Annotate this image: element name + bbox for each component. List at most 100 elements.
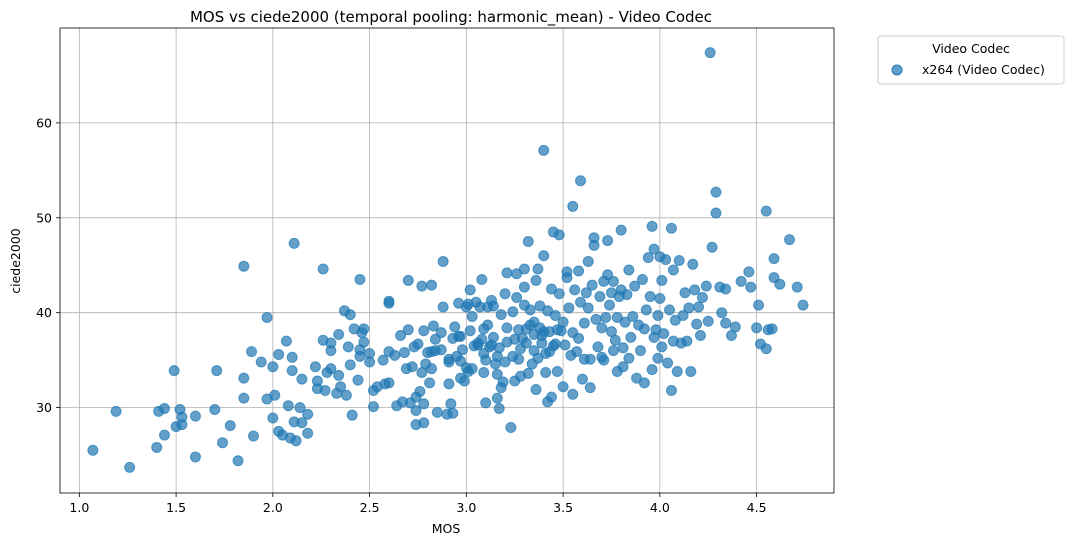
data-point [766, 323, 778, 335]
data-point [482, 319, 494, 331]
data-point [567, 388, 579, 400]
data-points [87, 47, 809, 473]
x-tick-label: 1.5 [166, 500, 186, 515]
data-point [607, 275, 619, 287]
data-point [418, 417, 430, 429]
data-point [158, 403, 170, 415]
data-point [364, 356, 376, 368]
data-point [456, 344, 468, 356]
data-point [625, 331, 637, 343]
data-point [426, 279, 438, 291]
data-point [346, 409, 358, 421]
data-point [656, 341, 668, 353]
data-point [658, 328, 670, 340]
data-point [238, 372, 250, 384]
data-point [238, 392, 250, 404]
data-point [487, 331, 499, 343]
data-point [571, 346, 583, 358]
data-point [480, 354, 492, 366]
data-point [389, 349, 401, 361]
data-point [549, 310, 561, 322]
data-point [642, 252, 654, 264]
data-point [458, 375, 470, 387]
data-point [602, 235, 614, 247]
data-point [499, 288, 511, 300]
data-point [435, 344, 447, 356]
data-point [520, 337, 532, 349]
data-point [664, 304, 676, 316]
y-tick-label: 30 [36, 400, 52, 415]
data-point [702, 315, 714, 327]
data-point [518, 263, 530, 275]
data-point [476, 333, 488, 345]
data-point [584, 353, 596, 365]
data-point [267, 412, 279, 424]
data-point [288, 237, 300, 249]
data-point [654, 292, 666, 304]
data-point [665, 222, 677, 234]
y-tick-label: 50 [36, 210, 52, 225]
data-point [491, 368, 503, 380]
data-point [325, 345, 337, 357]
x-tick-label: 2.0 [263, 500, 283, 515]
data-point [232, 455, 244, 467]
data-point [211, 365, 223, 377]
data-point [377, 354, 389, 366]
data-point [189, 410, 201, 422]
x-tick-label: 1.0 [69, 500, 89, 515]
data-point [760, 205, 772, 217]
axis-ticks: 1.0 1.5 2.0 2.5 3.0 3.5 4.0 4.5 30 40 50 60 [36, 115, 766, 515]
data-point [596, 322, 608, 334]
data-point [358, 323, 370, 335]
data-point [561, 266, 573, 278]
data-point [480, 397, 492, 409]
data-point [662, 357, 674, 369]
data-point [791, 281, 803, 293]
data-point [302, 427, 314, 439]
data-point [302, 408, 314, 420]
data-point [638, 377, 650, 389]
data-point [418, 325, 430, 337]
data-point [513, 353, 525, 365]
data-point [582, 255, 594, 267]
data-point [344, 309, 356, 321]
data-point [406, 361, 418, 373]
data-point [665, 385, 677, 397]
x-axis-label: MOS [432, 521, 461, 536]
data-point [538, 250, 550, 262]
data-point [340, 389, 352, 401]
data-point [296, 373, 308, 385]
data-point [487, 300, 499, 312]
data-point [294, 402, 306, 414]
data-point [238, 260, 250, 272]
data-point [536, 337, 548, 349]
data-point [557, 316, 569, 328]
data-point [427, 320, 439, 332]
data-point [720, 317, 732, 329]
data-point [710, 207, 722, 219]
data-point [286, 351, 298, 363]
x-tick-label: 4.0 [650, 500, 670, 515]
plot-area-frame [59, 27, 835, 494]
data-point [679, 287, 691, 299]
data-point [354, 273, 366, 285]
data-point [704, 47, 716, 59]
data-point [720, 283, 732, 295]
data-point [696, 292, 708, 304]
data-point [582, 302, 594, 314]
data-point [646, 364, 658, 376]
data-point [414, 385, 426, 397]
data-point [443, 378, 455, 390]
data-point [573, 265, 585, 277]
data-point [501, 267, 513, 279]
data-point [607, 345, 619, 357]
data-point [681, 335, 693, 347]
data-point [209, 403, 221, 415]
data-point [592, 341, 604, 353]
data-point [553, 288, 565, 300]
data-point [617, 361, 629, 373]
data-point [735, 275, 747, 287]
data-point [573, 332, 585, 344]
data-point [648, 243, 660, 255]
